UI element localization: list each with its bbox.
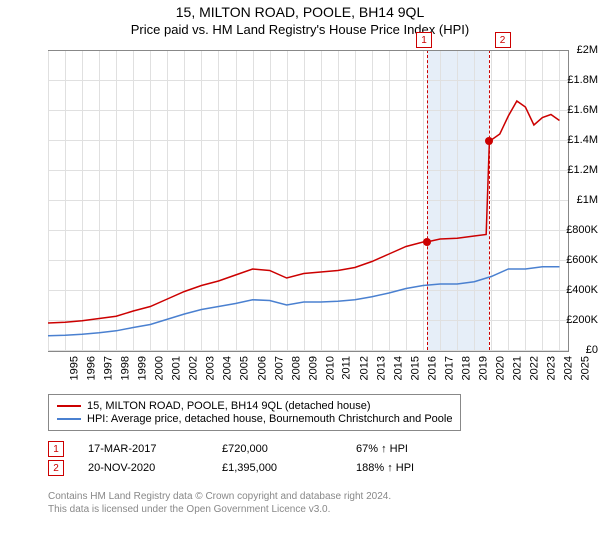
y-tick-label: £200K xyxy=(554,314,598,326)
x-tick-label: 2001 xyxy=(171,356,183,380)
y-tick-label: £0 xyxy=(554,344,598,356)
y-tick-label: £800K xyxy=(554,224,598,236)
x-tick-label: 2025 xyxy=(580,356,592,380)
chart-plot-area: 12 xyxy=(48,50,568,350)
legend-label: HPI: Average price, detached house, Bour… xyxy=(87,413,452,425)
sale-row-marker: 2 xyxy=(48,460,64,476)
sale-row-marker: 1 xyxy=(48,441,64,457)
x-tick-label: 1999 xyxy=(137,356,149,380)
x-tick-label: 2003 xyxy=(205,356,217,380)
y-tick-label: £1.6M xyxy=(554,104,598,116)
x-tick-label: 2020 xyxy=(495,356,507,380)
x-tick-label: 2019 xyxy=(478,356,490,380)
x-tick-label: 2013 xyxy=(375,356,387,380)
x-tick-label: 2024 xyxy=(563,356,575,380)
x-tick-label: 2000 xyxy=(154,356,166,380)
x-tick-label: 2007 xyxy=(273,356,285,380)
x-tick-label: 1996 xyxy=(86,356,98,380)
sale-pct: 67% ↑ HPI xyxy=(356,443,408,455)
sale-price: £1,395,000 xyxy=(222,462,332,474)
x-tick-label: 2016 xyxy=(427,356,439,380)
x-tick-label: 2023 xyxy=(546,356,558,380)
sale-row: 1 17-MAR-2017 £720,000 67% ↑ HPI xyxy=(48,441,414,457)
x-tick-label: 2005 xyxy=(239,356,251,380)
legend-item: HPI: Average price, detached house, Bour… xyxy=(57,413,452,425)
attribution-line1: Contains HM Land Registry data © Crown c… xyxy=(48,490,391,503)
y-tick-label: £1.4M xyxy=(554,134,598,146)
legend: 15, MILTON ROAD, POOLE, BH14 9QL (detach… xyxy=(48,394,461,431)
y-tick-label: £400K xyxy=(554,284,598,296)
x-tick-label: 2017 xyxy=(444,356,456,380)
sale-date: 20-NOV-2020 xyxy=(88,462,198,474)
x-tick-label: 1997 xyxy=(103,356,115,380)
x-tick-label: 1998 xyxy=(120,356,132,380)
sale-pct: 188% ↑ HPI xyxy=(356,462,414,474)
y-tick-label: £1.2M xyxy=(554,164,598,176)
chart-title: 15, MILTON ROAD, POOLE, BH14 9QL xyxy=(0,4,600,20)
legend-swatch xyxy=(57,405,81,407)
attribution-line2: This data is licensed under the Open Gov… xyxy=(48,503,391,516)
x-tick-label: 2021 xyxy=(512,356,524,380)
sale-marker-1: 1 xyxy=(416,32,432,48)
sale-row: 2 20-NOV-2020 £1,395,000 188% ↑ HPI xyxy=(48,460,414,476)
x-tick-label: 2004 xyxy=(222,356,234,380)
x-tick-label: 2015 xyxy=(409,356,421,380)
x-tick-label: 2009 xyxy=(307,356,319,380)
x-tick-label: 2006 xyxy=(256,356,268,380)
x-tick-label: 2002 xyxy=(188,356,200,380)
sale-marker-2: 2 xyxy=(495,32,511,48)
legend-swatch xyxy=(57,418,81,420)
x-tick-label: 2018 xyxy=(461,356,473,380)
x-tick-label: 2008 xyxy=(290,356,302,380)
y-tick-label: £2M xyxy=(554,44,598,56)
attribution: Contains HM Land Registry data © Crown c… xyxy=(48,490,391,516)
x-tick-label: 2022 xyxy=(529,356,541,380)
sale-price: £720,000 xyxy=(222,443,332,455)
sale-date: 17-MAR-2017 xyxy=(88,443,198,455)
y-tick-label: £1.8M xyxy=(554,74,598,86)
sales-table: 1 17-MAR-2017 £720,000 67% ↑ HPI 2 20-NOV-202… xyxy=(48,438,414,479)
y-tick-label: £600K xyxy=(554,254,598,266)
y-tick-label: £1M xyxy=(554,194,598,206)
x-tick-label: 2014 xyxy=(392,356,404,380)
x-tick-label: 2011 xyxy=(340,356,352,380)
x-tick-label: 2012 xyxy=(358,356,370,380)
legend-item: 15, MILTON ROAD, POOLE, BH14 9QL (detach… xyxy=(57,400,452,412)
legend-label: 15, MILTON ROAD, POOLE, BH14 9QL (detach… xyxy=(87,400,370,412)
x-tick-label: 2010 xyxy=(324,356,336,380)
x-tick-label: 1995 xyxy=(68,356,80,380)
